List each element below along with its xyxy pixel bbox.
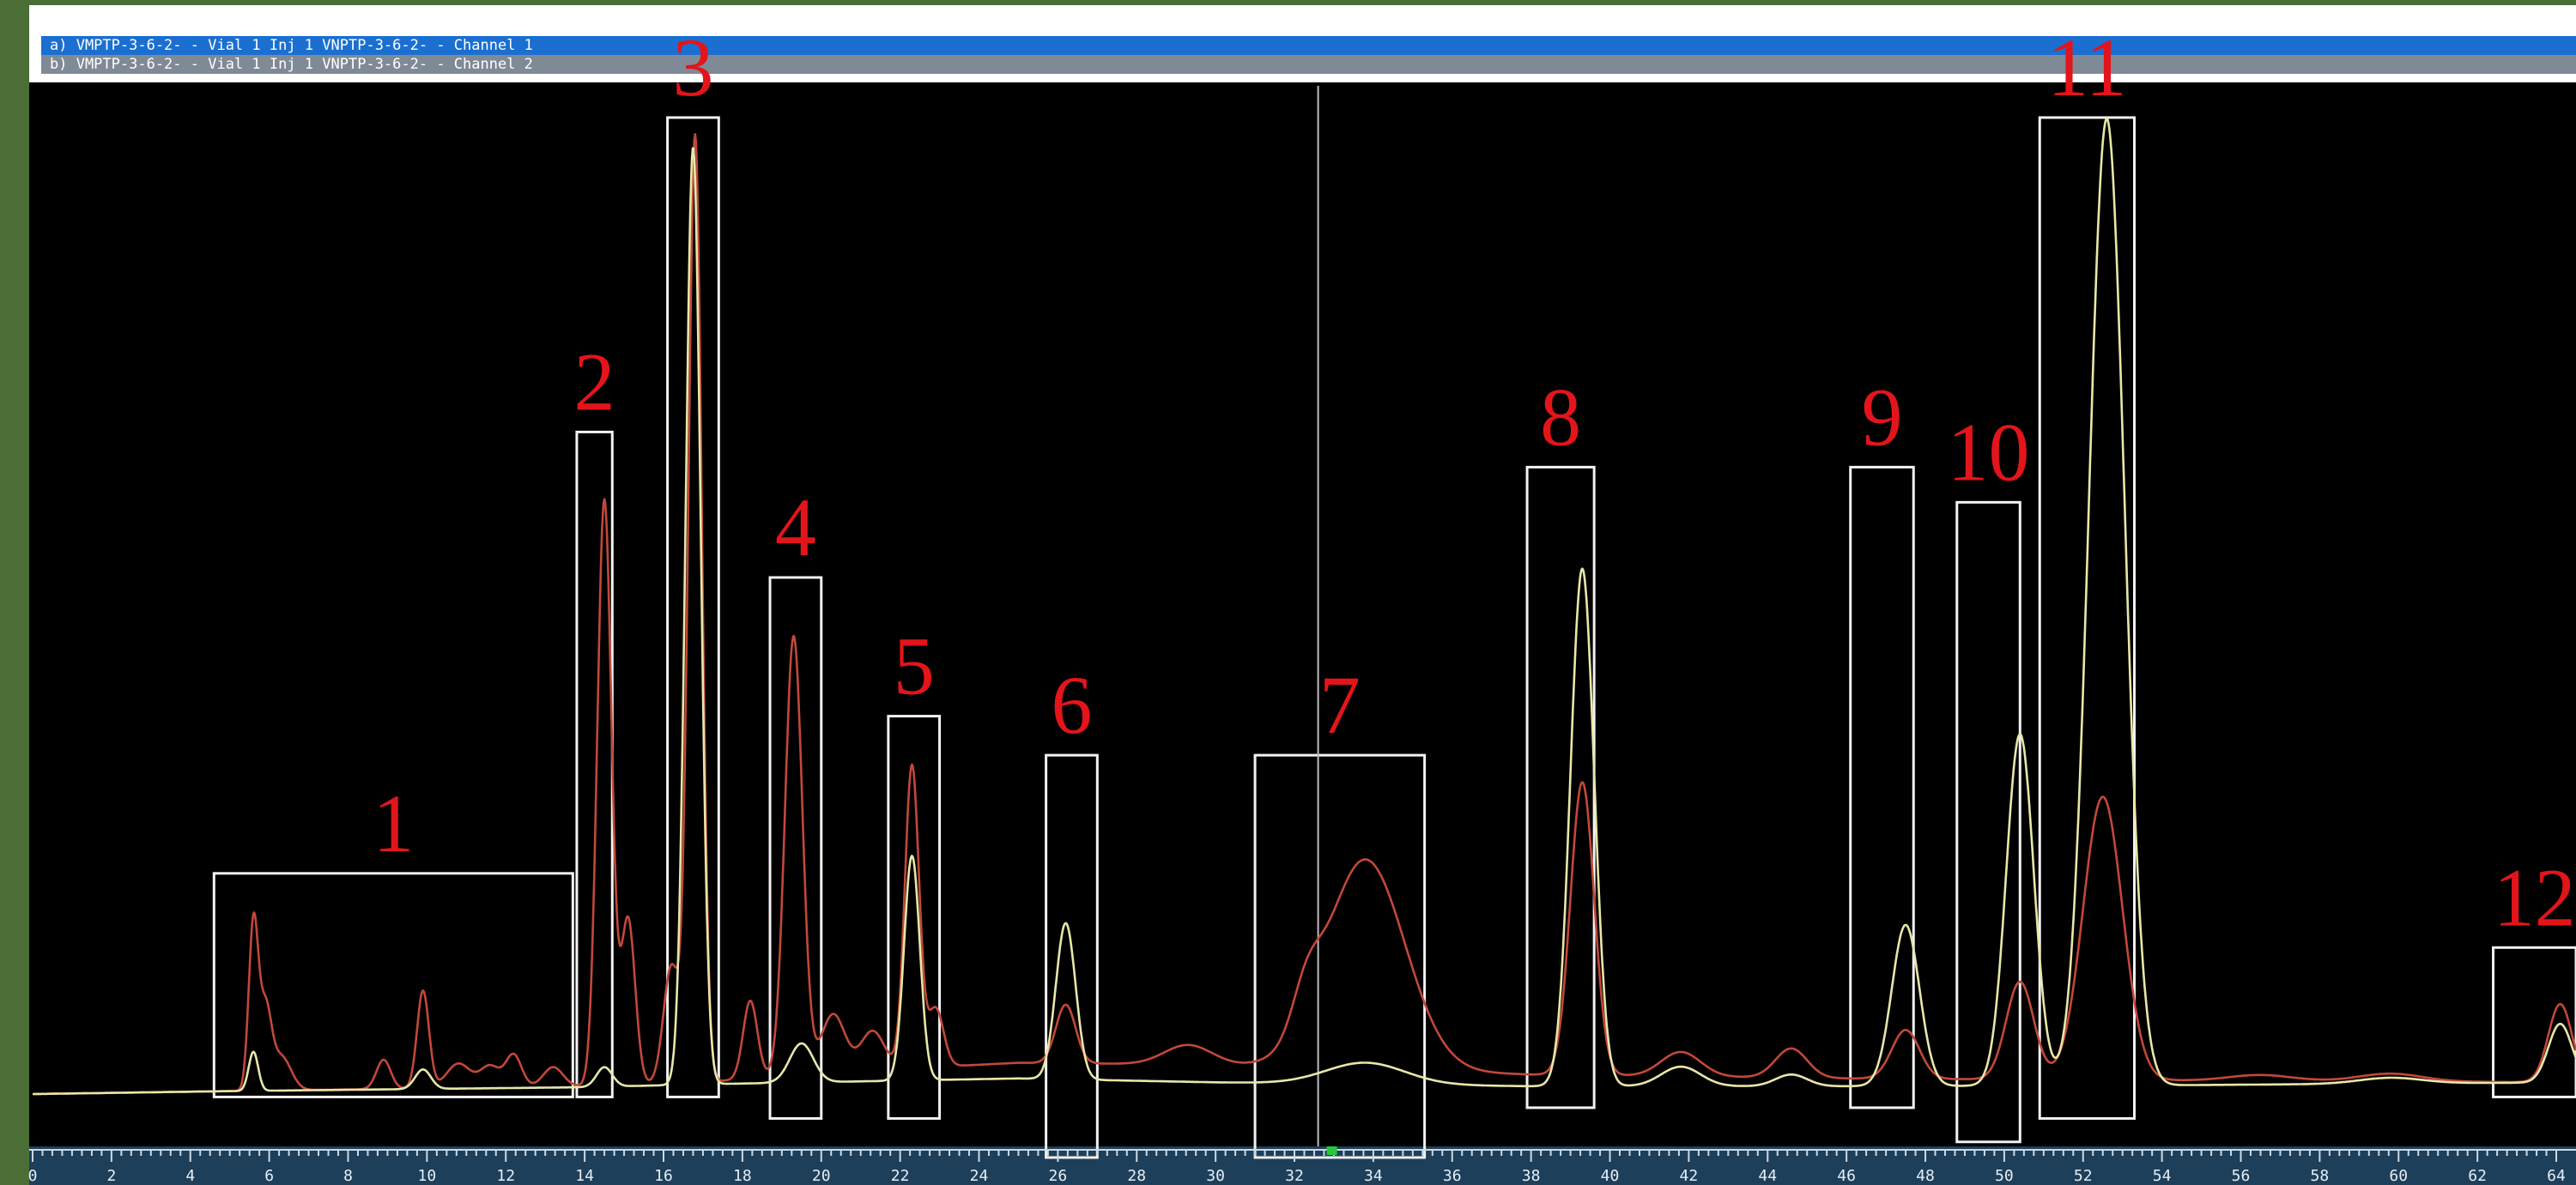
cursor-marker[interactable] — [1326, 1146, 1337, 1155]
peak-box-1 — [212, 872, 574, 1098]
x-tick-label: 4 — [185, 1167, 195, 1185]
x-tick-label: 44 — [1758, 1167, 1777, 1185]
x-tick-label: 18 — [733, 1167, 752, 1185]
x-tick-label: 50 — [1995, 1167, 2014, 1185]
x-tick-label: 42 — [1680, 1167, 1699, 1185]
peak-label-4: 4 — [775, 481, 816, 573]
x-tick-label: 56 — [2232, 1167, 2251, 1185]
peak-label-11: 11 — [2047, 21, 2126, 113]
peak-box-5 — [887, 715, 942, 1120]
x-tick-label: 32 — [1285, 1167, 1304, 1185]
peak-box-6 — [1045, 753, 1099, 1159]
x-tick-label: 54 — [2153, 1167, 2172, 1185]
peak-label-7: 7 — [1319, 659, 1361, 751]
x-tick-label: 22 — [891, 1167, 910, 1185]
peak-label-8: 8 — [1540, 371, 1581, 463]
peak-label-9: 9 — [1861, 371, 1902, 463]
peak-label-2: 2 — [574, 336, 615, 427]
x-tick-label: 0 — [28, 1167, 38, 1185]
x-tick-label: 2 — [106, 1167, 116, 1185]
x-tick-label: 28 — [1127, 1167, 1146, 1185]
peak-label-1: 1 — [373, 777, 414, 869]
peak-box-7 — [1253, 753, 1427, 1159]
peak-box-9 — [1849, 465, 1915, 1109]
x-tick-label: 36 — [1443, 1167, 1462, 1185]
x-tick-label: 34 — [1364, 1167, 1383, 1185]
peak-label-12: 12 — [2494, 851, 2576, 943]
x-tick-label: 58 — [2311, 1167, 2330, 1185]
x-tick-label: 20 — [812, 1167, 831, 1185]
peak-box-10 — [1955, 500, 2021, 1144]
x-tick-label: 48 — [1916, 1167, 1935, 1185]
x-tick-label: 38 — [1522, 1167, 1541, 1185]
x-tick-label: 30 — [1206, 1167, 1225, 1185]
peak-label-5: 5 — [894, 620, 935, 712]
peak-box-11 — [2038, 116, 2136, 1120]
x-tick-label: 10 — [418, 1167, 437, 1185]
peak-label-10: 10 — [1948, 406, 2030, 498]
x-tick-label: 16 — [654, 1167, 673, 1185]
x-tick-label: 8 — [343, 1167, 353, 1185]
peak-box-4 — [768, 576, 823, 1120]
window-top-border — [0, 0, 2576, 5]
x-tick-label: 24 — [970, 1167, 989, 1185]
x-tick-label: 40 — [1601, 1167, 1620, 1185]
x-tick-label: 64 — [2547, 1167, 2566, 1185]
trace-b — [32, 118, 2576, 1096]
x-tick-label: 62 — [2468, 1167, 2487, 1185]
legend-entry-channel-1[interactable]: a) VMPTP-3-6-2- - Vial 1 Inj 1 VNPTP-3-6… — [41, 36, 2576, 55]
x-tick-label: 12 — [496, 1167, 515, 1185]
x-tick-label: 46 — [1837, 1167, 1856, 1185]
top-panel — [29, 5, 2576, 27]
x-tick-label: 60 — [2389, 1167, 2408, 1185]
x-tick-label: 6 — [264, 1167, 274, 1185]
trace-legend: a) VMPTP-3-6-2- - Vial 1 Inj 1 VNPTP-3-6… — [29, 27, 2576, 82]
legend-entry-channel-2[interactable]: b) VMPTP-3-6-2- - Vial 1 Inj 1 VNPTP-3-6… — [41, 55, 2576, 74]
peak-box-3 — [666, 116, 720, 1098]
peak-box-12 — [2492, 946, 2576, 1098]
x-tick-label: 14 — [575, 1167, 594, 1185]
peak-label-6: 6 — [1051, 659, 1092, 751]
x-tick-label: 26 — [1049, 1167, 1068, 1185]
trace-a — [32, 133, 2576, 1096]
window-left-border — [0, 0, 29, 1185]
peak-label-3: 3 — [672, 21, 713, 113]
x-tick-label: 52 — [2074, 1167, 2093, 1185]
